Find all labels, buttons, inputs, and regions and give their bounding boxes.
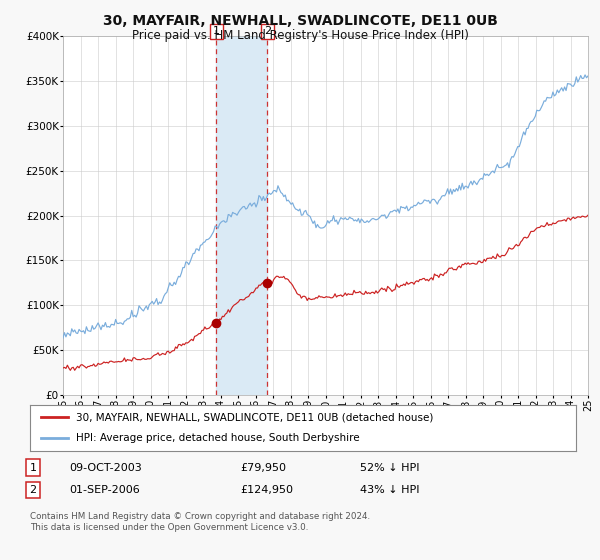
Text: HPI: Average price, detached house, South Derbyshire: HPI: Average price, detached house, Sout…: [76, 433, 360, 444]
Bar: [217, 36, 267, 395]
Text: 52% ↓ HPI: 52% ↓ HPI: [360, 463, 419, 473]
Text: 2: 2: [263, 26, 271, 36]
Text: 30, MAYFAIR, NEWHALL, SWADLINCOTE, DE11 0UB (detached house): 30, MAYFAIR, NEWHALL, SWADLINCOTE, DE11 …: [76, 412, 434, 422]
Text: Price paid vs. HM Land Registry's House Price Index (HPI): Price paid vs. HM Land Registry's House …: [131, 29, 469, 42]
Text: 2: 2: [29, 485, 37, 495]
Text: 01-SEP-2006: 01-SEP-2006: [69, 485, 140, 495]
Text: 09-OCT-2003: 09-OCT-2003: [69, 463, 142, 473]
Text: 1: 1: [29, 463, 37, 473]
Text: Contains HM Land Registry data © Crown copyright and database right 2024.
This d: Contains HM Land Registry data © Crown c…: [30, 512, 370, 532]
Text: 30, MAYFAIR, NEWHALL, SWADLINCOTE, DE11 0UB: 30, MAYFAIR, NEWHALL, SWADLINCOTE, DE11 …: [103, 14, 497, 28]
Text: 43% ↓ HPI: 43% ↓ HPI: [360, 485, 419, 495]
Text: 1: 1: [213, 26, 220, 36]
Text: £79,950: £79,950: [240, 463, 286, 473]
Text: £124,950: £124,950: [240, 485, 293, 495]
